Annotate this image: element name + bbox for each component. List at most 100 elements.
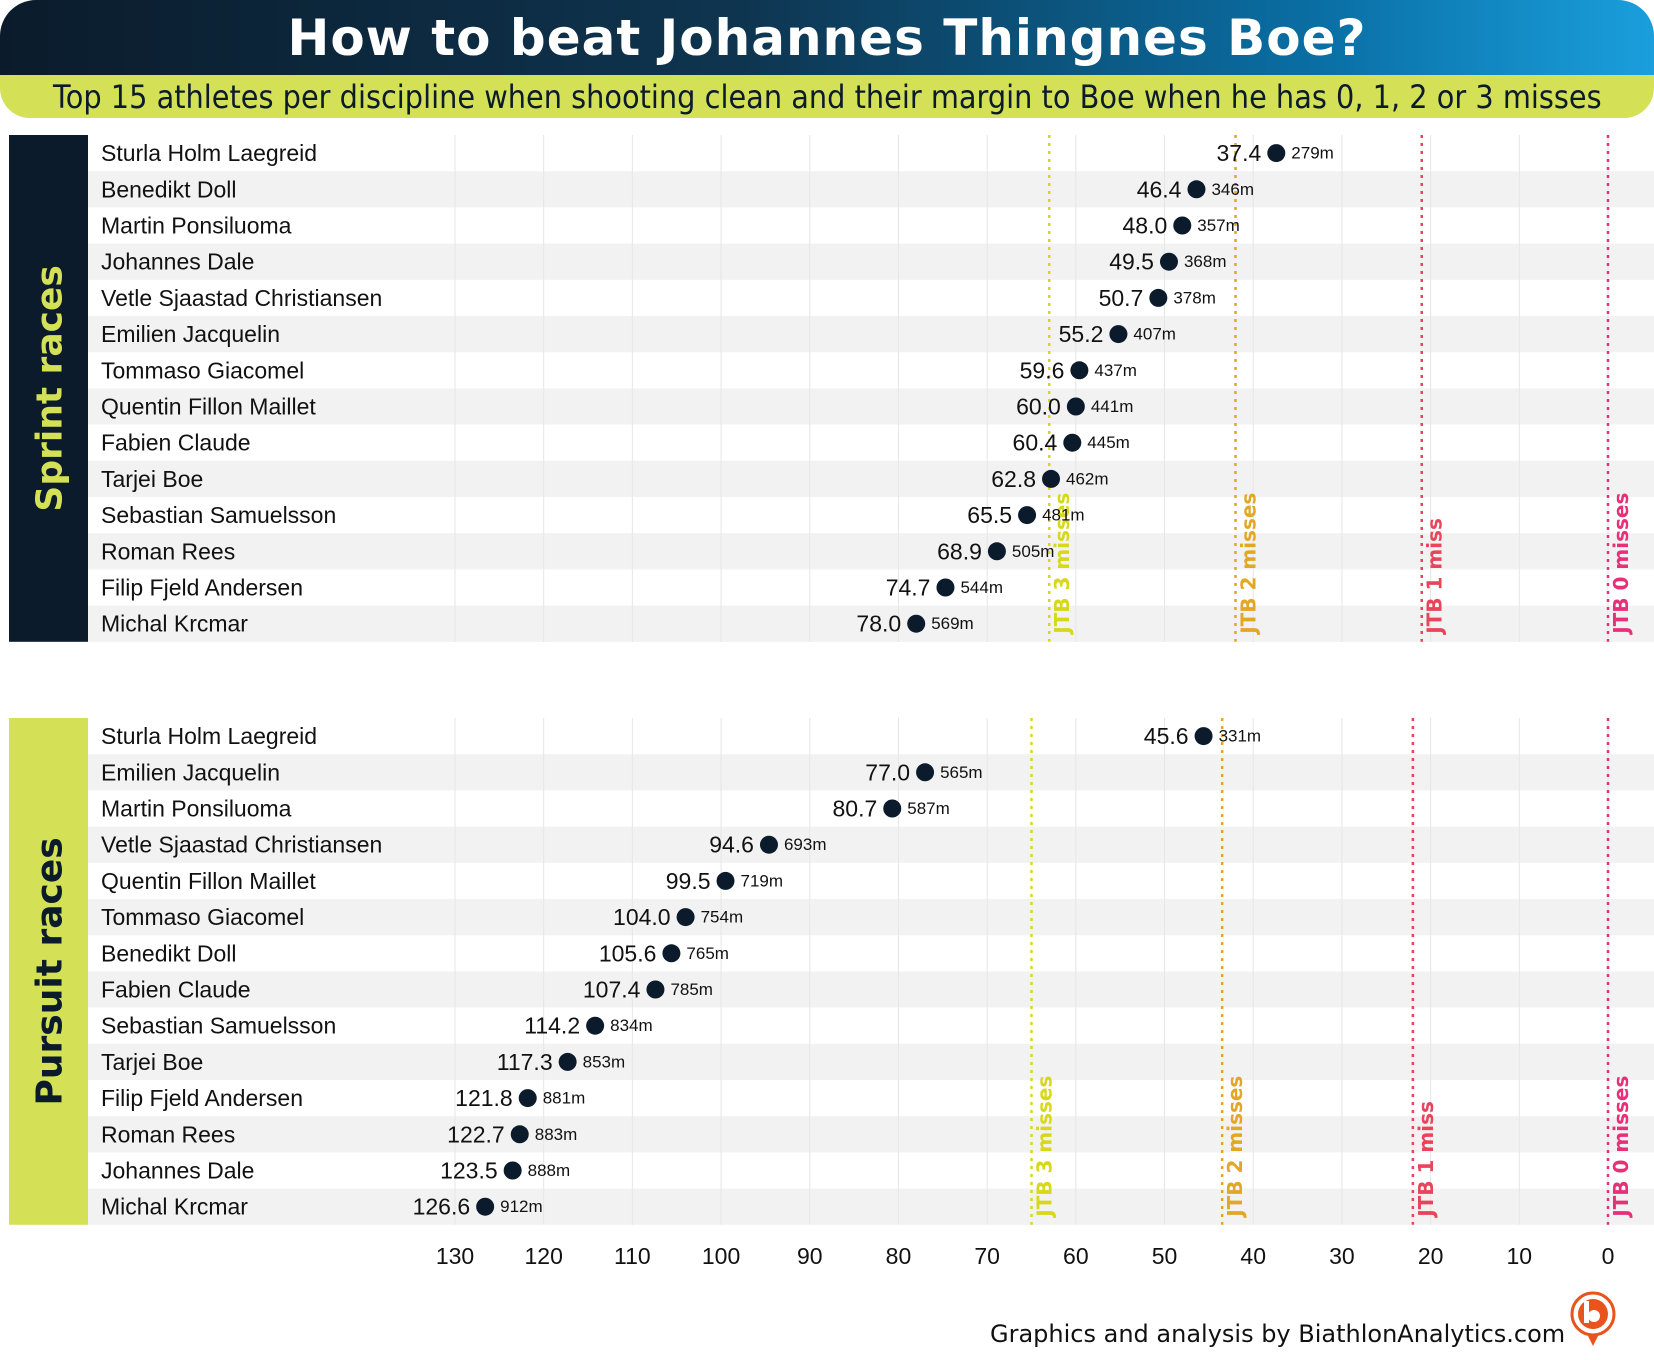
value-label: 123.5 xyxy=(440,1158,498,1184)
row-background xyxy=(88,533,1654,570)
athlete-name: Filip Fjeld Andersen xyxy=(101,1085,303,1111)
value-label: 55.2 xyxy=(1059,321,1104,347)
value-label: 121.8 xyxy=(455,1085,513,1111)
x-tick-label: 10 xyxy=(1507,1243,1533,1269)
value-label: 104.0 xyxy=(613,904,671,930)
panel-label-band xyxy=(9,135,88,642)
panel-label-band xyxy=(9,718,88,1225)
data-point xyxy=(907,614,926,633)
athlete-name: Benedikt Doll xyxy=(101,940,237,966)
athlete-name: Tommaso Giacomel xyxy=(101,357,304,383)
distance-label: 505m xyxy=(1012,542,1055,561)
athlete-name: Martin Ponsiluoma xyxy=(101,213,292,239)
data-point xyxy=(1018,506,1037,525)
distance-label: 368m xyxy=(1184,252,1227,271)
distance-label: 693m xyxy=(784,835,827,854)
row-background xyxy=(88,1043,1654,1080)
header-title-bar: How to beat Johannes Thingnes Boe? xyxy=(0,0,1654,75)
athlete-name: Tommaso Giacomel xyxy=(101,904,304,930)
athlete-name: Vetle Sjaastad Christiansen xyxy=(101,832,382,858)
value-label: 49.5 xyxy=(1109,249,1154,275)
value-label: 78.0 xyxy=(856,611,901,637)
jtb-reference-label: JTB 3 misses xyxy=(1033,1076,1057,1219)
athlete-name: Fabien Claude xyxy=(101,430,251,456)
distance-label: 481m xyxy=(1042,506,1085,525)
row-background xyxy=(88,754,1654,791)
x-tick-label: 70 xyxy=(974,1243,1000,1269)
athlete-name: Roman Rees xyxy=(101,1121,235,1147)
data-point xyxy=(987,542,1006,561)
athlete-name: Johannes Dale xyxy=(101,249,254,275)
distance-label: 462m xyxy=(1066,469,1109,488)
distance-label: 331m xyxy=(1219,727,1262,746)
data-point xyxy=(1187,180,1206,199)
athlete-name: Emilien Jacquelin xyxy=(101,759,280,785)
x-tick-label: 0 xyxy=(1602,1243,1615,1269)
athlete-name: Tarjei Boe xyxy=(101,466,203,492)
data-point xyxy=(883,799,902,818)
x-tick-label: 90 xyxy=(797,1243,823,1269)
value-label: 122.7 xyxy=(447,1121,505,1147)
distance-label: 888m xyxy=(528,1161,571,1180)
athlete-name: Quentin Fillon Maillet xyxy=(101,868,316,894)
athlete-name: Michal Krcmar xyxy=(101,1194,248,1220)
distance-label: 834m xyxy=(610,1016,653,1035)
athlete-name: Vetle Sjaastad Christiansen xyxy=(101,285,382,311)
data-point xyxy=(1109,325,1128,344)
x-tick-label: 40 xyxy=(1240,1243,1266,1269)
x-tick-label: 100 xyxy=(702,1243,740,1269)
distance-label: 883m xyxy=(535,1125,578,1144)
data-point xyxy=(503,1161,522,1180)
data-point xyxy=(1063,433,1082,452)
distance-label: 565m xyxy=(940,763,983,782)
distance-label: 346m xyxy=(1211,180,1254,199)
athlete-name: Fabien Claude xyxy=(101,977,251,1003)
row-background xyxy=(88,1188,1654,1225)
distance-label: 765m xyxy=(686,944,729,963)
distance-label: 785m xyxy=(670,980,713,999)
value-label: 62.8 xyxy=(991,466,1036,492)
x-tick-label: 80 xyxy=(886,1243,912,1269)
row-background xyxy=(88,388,1654,425)
biathlon-analytics-logo-icon xyxy=(1570,1291,1616,1346)
jtb-reference-label: JTB 0 misses xyxy=(1609,493,1633,636)
x-tick-label: 110 xyxy=(614,1243,651,1269)
value-label: 74.7 xyxy=(886,575,931,601)
athlete-name: Sebastian Samuelsson xyxy=(101,1013,336,1039)
data-point xyxy=(1070,361,1089,380)
data-point xyxy=(1173,216,1192,235)
row-background xyxy=(88,1116,1654,1153)
value-label: 46.4 xyxy=(1137,176,1182,202)
data-point xyxy=(1066,397,1085,416)
value-label: 68.9 xyxy=(937,538,982,564)
athlete-name: Benedikt Doll xyxy=(101,176,237,202)
value-label: 37.4 xyxy=(1217,140,1262,166)
athlete-name: Sturla Holm Laegreid xyxy=(101,140,317,166)
x-tick-label: 130 xyxy=(436,1243,474,1269)
row-background xyxy=(88,243,1654,280)
value-label: 48.0 xyxy=(1123,213,1168,239)
athlete-name: Sebastian Samuelsson xyxy=(101,502,336,528)
athlete-name: Filip Fjeld Andersen xyxy=(101,575,303,601)
row-background xyxy=(88,316,1654,353)
value-label: 50.7 xyxy=(1099,285,1144,311)
value-label: 107.4 xyxy=(583,977,641,1003)
distance-label: 445m xyxy=(1087,433,1130,452)
jtb-reference-label: JTB 2 misses xyxy=(1223,1076,1247,1219)
header-subtitle-bar: Top 15 athletes per discipline when shoo… xyxy=(0,75,1654,118)
data-point xyxy=(676,908,695,927)
value-label: 94.6 xyxy=(709,832,754,858)
value-label: 126.6 xyxy=(413,1194,471,1220)
data-point xyxy=(510,1125,529,1144)
value-label: 117.3 xyxy=(497,1049,553,1075)
data-point xyxy=(586,1016,605,1035)
athlete-name: Martin Ponsiluoma xyxy=(101,796,292,822)
footer-credit: Graphics and analysis by BiathlonAnalyti… xyxy=(990,1320,1566,1348)
x-tick-label: 30 xyxy=(1329,1243,1355,1269)
data-point xyxy=(518,1089,537,1108)
data-point xyxy=(1159,252,1178,271)
row-background xyxy=(88,899,1654,936)
data-point xyxy=(1042,469,1061,488)
athlete-name: Tarjei Boe xyxy=(101,1049,203,1075)
value-label: 60.4 xyxy=(1013,430,1058,456)
